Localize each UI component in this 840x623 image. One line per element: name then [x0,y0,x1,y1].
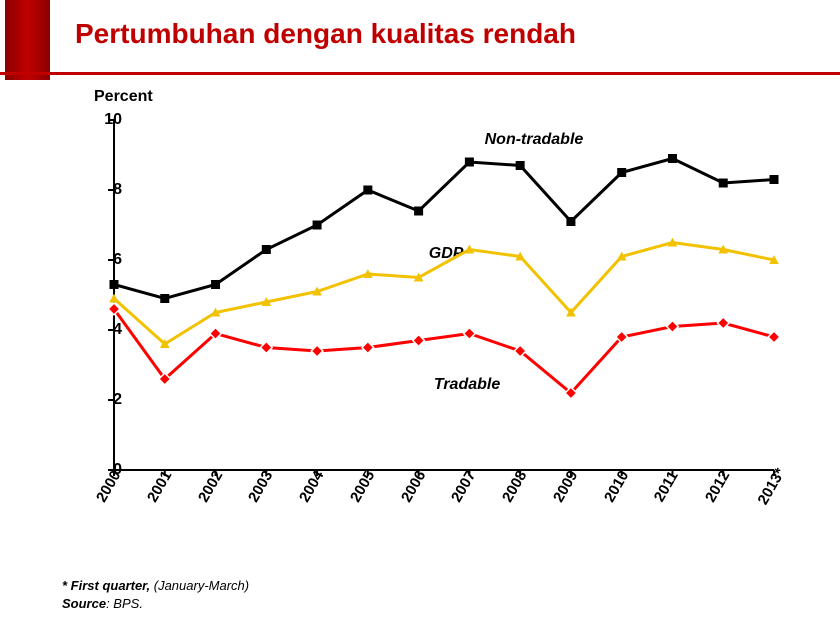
series-marker [160,294,169,303]
series-marker [566,217,575,226]
chart-svg [94,110,794,500]
chart-container: Percent 0246810Non-tradableGDPTradable 2… [60,90,800,570]
accent-block [5,0,50,80]
series-marker [362,342,374,354]
series-marker [110,280,119,289]
series-marker [211,280,220,289]
title-underline [0,72,840,75]
series-marker [414,207,423,216]
page-title: Pertumbuhan dengan kualitas rendah [75,18,576,50]
series-marker [719,179,728,188]
footnote-bold-1: * First quarter, [62,578,150,593]
series-marker [617,168,626,177]
series-marker [465,158,474,167]
plot-area: 0246810Non-tradableGDPTradable [94,110,794,500]
series-marker [413,335,425,347]
series-marker [313,221,322,230]
series-marker [109,294,119,303]
series-marker [363,186,372,195]
series-marker [770,175,779,184]
series-marker [262,245,271,254]
series-marker [311,345,323,357]
series-marker [717,317,729,329]
header: Pertumbuhan dengan kualitas rendah [0,0,840,80]
series-marker [667,321,679,333]
series-marker [516,161,525,170]
series-line-tradable [114,309,774,393]
series-marker [768,331,780,343]
series-marker [464,328,476,340]
y-axis-label: Percent [94,88,153,106]
footnote-bold-2: Source [62,596,106,611]
footnote-text-2: : BPS. [106,596,143,611]
footnote-line-1: * First quarter, (January-March) [62,578,249,593]
series-marker [668,154,677,163]
series-line-nontradable [114,159,774,299]
footnote-text-1: (January-March) [150,578,249,593]
series-marker [260,342,272,354]
footnote-line-2: Source: BPS. [62,596,143,611]
